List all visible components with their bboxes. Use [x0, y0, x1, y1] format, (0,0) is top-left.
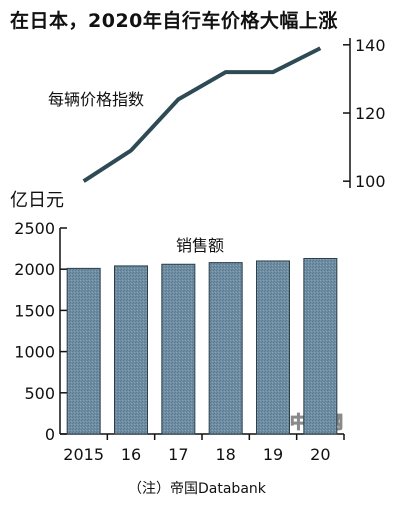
x-tick-label: 18: [215, 445, 235, 464]
sales-bar: [303, 257, 338, 435]
sales-bar: [161, 263, 196, 435]
sales-y-tick-label: 1500: [14, 301, 55, 320]
sales-bar: [208, 262, 243, 435]
price-index-y-tick-label: 120: [355, 104, 386, 123]
x-tick-label: 17: [168, 445, 188, 464]
price-index-line: [82, 46, 322, 183]
price-index-axis: 100 120 140: [343, 36, 386, 191]
sales-bar: [66, 267, 101, 435]
sales-y-tick-label: 2500: [14, 219, 55, 238]
x-tick-label: 19: [263, 445, 283, 464]
source-note: （注）帝国Databank: [128, 481, 266, 497]
price-index-y-tick-label: 140: [355, 36, 386, 55]
sales-y-tick-label: 0: [45, 425, 55, 444]
x-tick-label: 16: [121, 445, 141, 464]
sales-bar-group: [66, 257, 338, 435]
sales-axis: 0 500 1000 1500 2000 2500: [14, 219, 344, 444]
sales-y-tick-label: 1000: [14, 343, 55, 362]
sales-bar: [256, 260, 290, 435]
sales-bar: [114, 265, 148, 435]
x-axis-labels: 2015 16 17 18 19 20: [63, 434, 345, 464]
x-tick-label: 20: [310, 445, 330, 464]
x-tick-label: 2015: [63, 445, 104, 464]
price-index-y-tick-label: 100: [355, 172, 386, 191]
price-index-line-group: [82, 46, 322, 183]
sales-y-tick-label: 500: [24, 384, 55, 403]
sales-series-label: 销售额: [176, 236, 225, 255]
sales-unit-label: 亿日元: [10, 190, 64, 211]
chart-title: 在日本，2020年自行车价格大幅上涨: [10, 10, 338, 32]
price-index-label: 每辆价格指数: [48, 90, 145, 109]
sales-y-tick-label: 2000: [14, 260, 55, 279]
